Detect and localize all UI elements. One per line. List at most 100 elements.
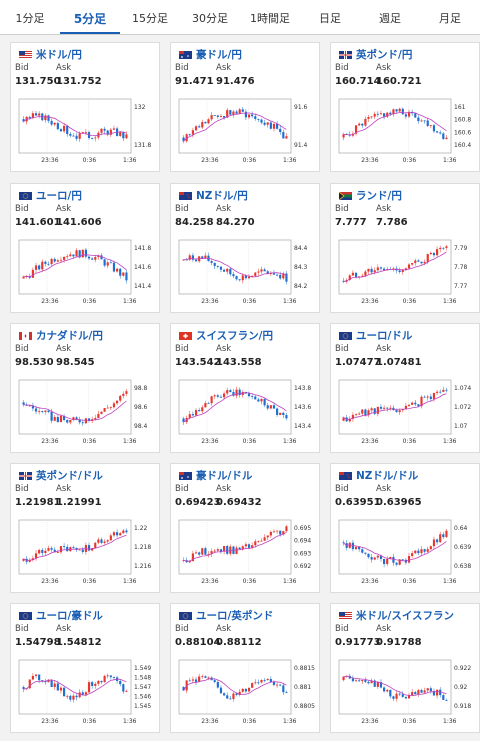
rate-card[interactable]: ユーロ/ドル Bid Ask 1.07477 1.07481 1.074 1.072 1.07… — [330, 323, 480, 453]
candle-body — [272, 123, 276, 129]
candle-body — [216, 395, 219, 397]
tab-0[interactable]: 1分足 — [15, 12, 45, 25]
ask-value: 91.476 — [216, 76, 255, 87]
candle-body — [31, 405, 35, 409]
candle-body — [348, 275, 351, 280]
candle-body — [417, 690, 420, 695]
candle-body — [241, 546, 244, 550]
rate-card[interactable]: 豪ドル/ドル Bid Ask 0.69423 0.69432 0.695 0.694 0.69… — [170, 463, 320, 593]
candle-body — [38, 113, 41, 116]
currency-pair[interactable]: ユーロ/英ポンド — [196, 610, 274, 622]
candle-body — [272, 405, 276, 409]
ask-label: Ask — [216, 204, 232, 214]
currency-pair[interactable]: 米ドル/スイスフラン — [356, 610, 455, 622]
candle-body — [364, 680, 367, 682]
candle-body — [198, 676, 201, 682]
y-tick-label: 141.4 — [134, 283, 151, 290]
rate-card[interactable]: NZドル/円 Bid Ask 84.258 84.270 84.4 84.3 84.2 23:3… — [170, 183, 320, 313]
candle-body — [84, 249, 88, 257]
rate-card[interactable]: 豪ドル/円 Bid Ask 91.471 91.476 91.6 91.4 23:36 0:36… — [170, 42, 320, 172]
y-tick-label: 160.8 — [454, 117, 471, 124]
rate-card[interactable]: 米ドル/円 Bid Ask 131.750 131.752 132 131.8 23:36 0:… — [10, 42, 160, 172]
tab-1[interactable]: 5分足 — [60, 0, 120, 34]
x-tick-label: 0:36 — [243, 718, 257, 725]
x-tick-label: 1:36 — [443, 157, 457, 164]
rate-card[interactable]: 英ポンド/ドル Bid Ask 1.21981 1.21991 1.22 1.218 1.21… — [10, 463, 160, 593]
tab-2[interactable]: 15分足 — [132, 12, 168, 25]
rate-card[interactable]: 英ポンド/円 Bid Ask 160.714 160.721 161 160.8 160.6 1… — [330, 42, 480, 172]
candle-body — [119, 533, 122, 536]
plot-frame — [338, 379, 452, 435]
candle-body — [91, 258, 94, 260]
candle-body — [194, 259, 198, 262]
candle-body — [72, 695, 75, 700]
candle-body — [69, 419, 72, 423]
currency-pair[interactable]: 豪ドル/円 — [196, 49, 242, 61]
tab-5[interactable]: 日足 — [319, 12, 341, 25]
candle-body — [417, 550, 420, 554]
x-tick-label: 23:36 — [361, 438, 378, 445]
candle-body — [279, 530, 282, 535]
candle-body — [41, 680, 44, 682]
candle-body — [439, 689, 442, 696]
candle-body — [358, 413, 361, 415]
rate-card[interactable]: 米ドル/スイスフラン Bid Ask 0.91773 0.91788 0.922 0.92 0… — [330, 603, 480, 733]
currency-pair[interactable]: ユーロ/ドル — [356, 330, 413, 342]
currency-pair[interactable]: ユーロ/豪ドル — [36, 610, 103, 622]
currency-pair[interactable]: NZドル/円 — [196, 190, 248, 202]
currency-pair[interactable]: 英ポンド/円 — [356, 49, 413, 61]
bid-value: 0.69423 — [175, 497, 221, 508]
rate-card[interactable]: ユーロ/豪ドル Bid Ask 1.54798 1.54812 1.549 1.548 1.5… — [10, 603, 160, 733]
candle-body — [411, 553, 414, 557]
x-tick-label: 0:36 — [83, 438, 97, 445]
candle-body — [282, 685, 285, 693]
candle-body — [257, 119, 260, 120]
currency-pair[interactable]: ユーロ/円 — [36, 190, 82, 202]
ask-label: Ask — [376, 484, 392, 494]
candle-body — [125, 391, 128, 394]
rate-card[interactable]: ユーロ/英ポンド Bid Ask 0.88104 0.88112 0.8815 0.881 0… — [170, 603, 320, 733]
currency-pair[interactable]: スイスフラン/円 — [196, 330, 274, 342]
ask-value: 84.270 — [216, 217, 255, 228]
candle-body — [81, 132, 84, 134]
candle-body — [44, 550, 47, 554]
candle-body — [75, 135, 78, 139]
currency-pair[interactable]: 米ドル/円 — [36, 49, 82, 61]
candle-body — [272, 273, 276, 275]
candle-body — [266, 122, 269, 125]
ask-label: Ask — [56, 344, 72, 354]
currency-pair[interactable]: 英ポンド/ドル — [36, 470, 103, 482]
candle-body — [432, 539, 436, 547]
candle-body — [219, 549, 223, 552]
candle-body — [263, 537, 266, 541]
candle-body — [201, 256, 204, 259]
candle-body — [188, 561, 191, 563]
candle-body — [191, 414, 195, 416]
moving-average-line — [23, 116, 127, 137]
candle-body — [426, 254, 429, 262]
rate-card[interactable]: カナダドル/円 Bid Ask 98.530 98.545 98.8 98.6 98.4 23:… — [10, 323, 160, 453]
tab-6[interactable]: 週足 — [379, 12, 401, 25]
y-tick-label: 98.4 — [134, 423, 148, 430]
rate-card[interactable]: NZドル/ドル Bid Ask 0.63951 0.63965 0.64 0.639 0.63… — [330, 463, 480, 593]
currency-pair[interactable]: カナダドル/円 — [36, 330, 103, 342]
x-tick-label: 1:36 — [283, 157, 297, 164]
candle-body — [445, 389, 448, 391]
currency-pair[interactable]: NZドル/ドル — [356, 470, 419, 482]
tab-4[interactable]: 1時間足 — [250, 12, 290, 25]
currency-pair[interactable]: ランド/円 — [356, 190, 402, 202]
candle-body — [420, 549, 423, 554]
plot-frame — [178, 659, 292, 715]
candle-body — [182, 137, 185, 142]
rate-card[interactable]: ランド/円 Bid Ask 7.777 7.786 7.79 7.78 7.77 23:36 0:… — [330, 183, 480, 313]
y-tick-label: 84.2 — [294, 283, 308, 290]
candle-body — [47, 410, 50, 412]
y-tick-label: 91.6 — [294, 104, 308, 111]
rate-card[interactable]: スイスフラン/円 Bid Ask 143.542 143.558 143.8 143.6 14… — [170, 323, 320, 453]
tab-3[interactable]: 30分足 — [192, 12, 228, 25]
rate-card[interactable]: ユーロ/円 Bid Ask 141.601 141.606 141.8 141.6 141.4… — [10, 183, 160, 313]
y-tick-label: 143.6 — [294, 404, 311, 411]
tab-7[interactable]: 月足 — [439, 12, 461, 25]
currency-pair[interactable]: 豪ドル/ドル — [196, 470, 253, 482]
x-tick-label: 1:36 — [123, 438, 137, 445]
